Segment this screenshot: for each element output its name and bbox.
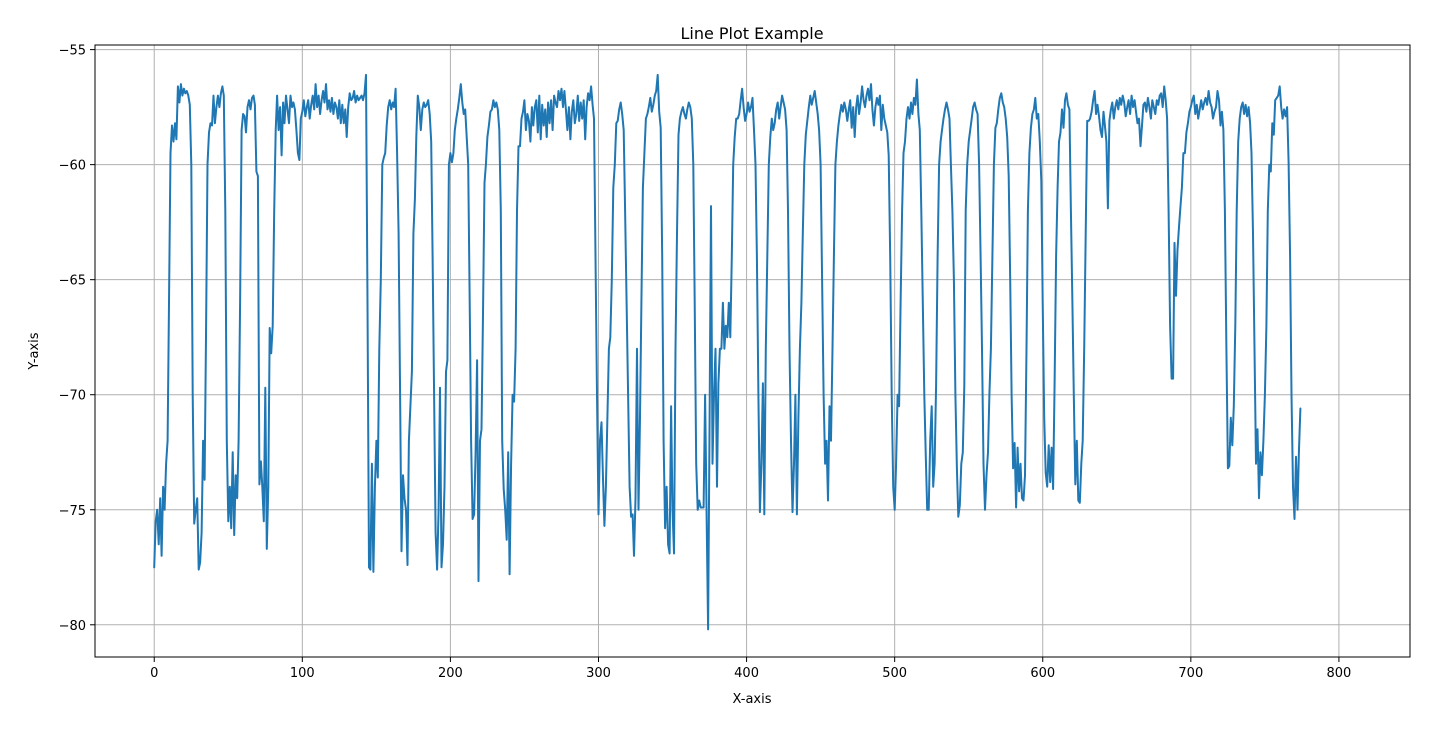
y-axis-label: Y-axis bbox=[27, 332, 42, 370]
y-tick-label: −60 bbox=[59, 159, 86, 174]
y-tick-label: −80 bbox=[59, 619, 86, 634]
y-tick-label: −70 bbox=[59, 389, 86, 404]
x-tick-label: 700 bbox=[1178, 666, 1203, 681]
x-tick-label: 500 bbox=[882, 666, 907, 681]
y-tick-label: −65 bbox=[59, 274, 86, 289]
y-tick-label: −75 bbox=[59, 504, 86, 519]
plot-frame bbox=[94, 44, 1411, 658]
x-axis-label: X-axis bbox=[733, 692, 772, 707]
x-tick-label: 600 bbox=[1030, 666, 1055, 681]
grid bbox=[95, 45, 1410, 657]
x-tick-label: 300 bbox=[586, 666, 611, 681]
x-axis-ticks: 0 100 200 300 400 500 600 700 800 bbox=[150, 657, 1351, 681]
chart-title: Line Plot Example bbox=[680, 24, 823, 43]
x-tick-label: 400 bbox=[734, 666, 759, 681]
x-tick-label: 100 bbox=[290, 666, 315, 681]
x-tick-label: 200 bbox=[438, 666, 463, 681]
x-tick-label: 0 bbox=[150, 666, 158, 681]
series-line bbox=[153, 73, 1302, 631]
y-axis-ticks: −80 −75 −70 −65 −60 −55 bbox=[59, 44, 95, 634]
y-tick-label: −55 bbox=[59, 44, 86, 59]
x-tick-label: 800 bbox=[1327, 666, 1352, 681]
